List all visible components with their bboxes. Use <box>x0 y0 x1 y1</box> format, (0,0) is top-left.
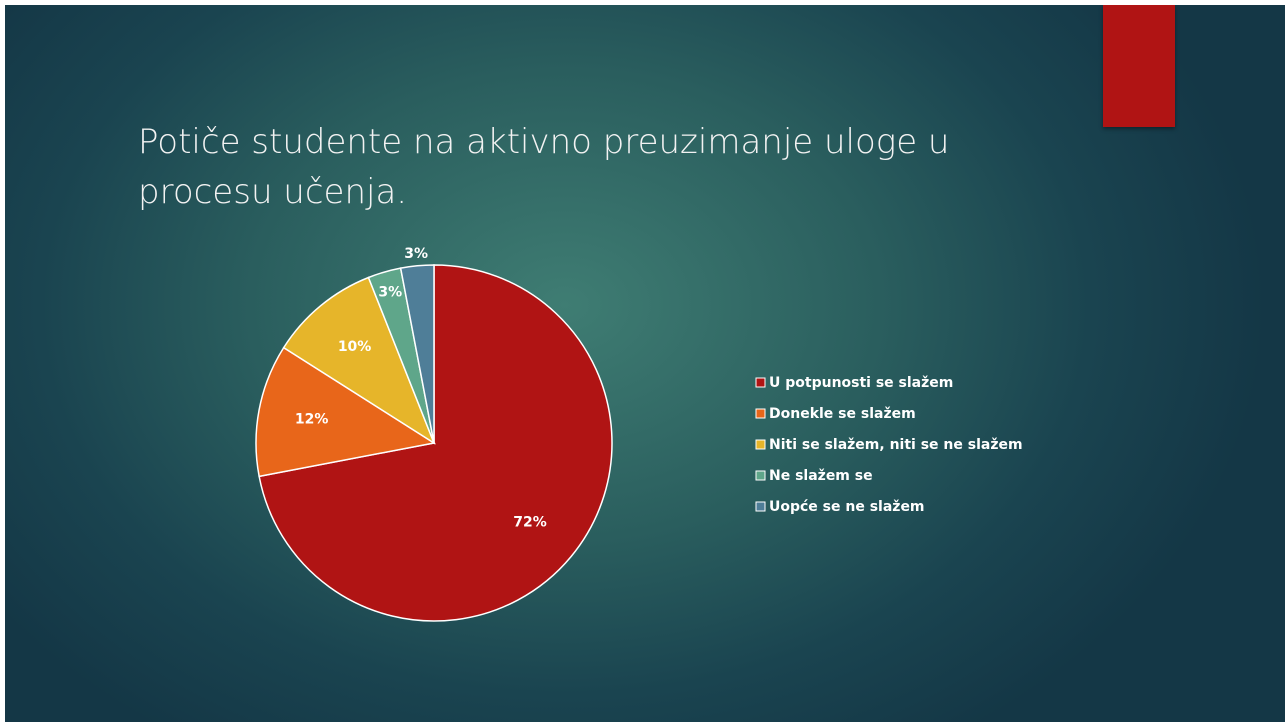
legend-label: Uopće se ne slažem <box>769 499 925 515</box>
data-label: 3% <box>404 246 428 262</box>
legend-swatch <box>755 439 766 450</box>
pie-slice <box>258 264 613 622</box>
pie-slice <box>255 346 437 478</box>
legend-label: Donekle se slažem <box>769 406 916 422</box>
legend-label: Ne slažem se <box>769 468 873 484</box>
data-label: 12% <box>295 412 329 428</box>
pie-slice <box>282 276 436 445</box>
chart: 72% 12% 10% 3% 3% U potpunosti se slažem Donek… <box>255 246 1023 622</box>
chart-title: Potiče studente na aktivno preuzimanje u… <box>138 122 950 212</box>
legend-label: Niti se slažem, niti se ne slažem <box>769 437 1023 453</box>
accent-bar <box>1103 5 1175 127</box>
legend-swatch <box>755 408 766 419</box>
legend-swatch <box>755 501 766 512</box>
slide: Potiče studente na aktivno preuzimanje u… <box>5 5 1285 722</box>
data-label: 3% <box>378 285 402 301</box>
data-label: 10% <box>338 339 372 355</box>
legend-swatch <box>755 377 766 388</box>
pie-slice <box>399 264 435 444</box>
legend-swatch <box>755 470 766 481</box>
legend-label: U potpunosti se slažem <box>769 375 953 391</box>
data-label: 72% <box>513 514 547 530</box>
